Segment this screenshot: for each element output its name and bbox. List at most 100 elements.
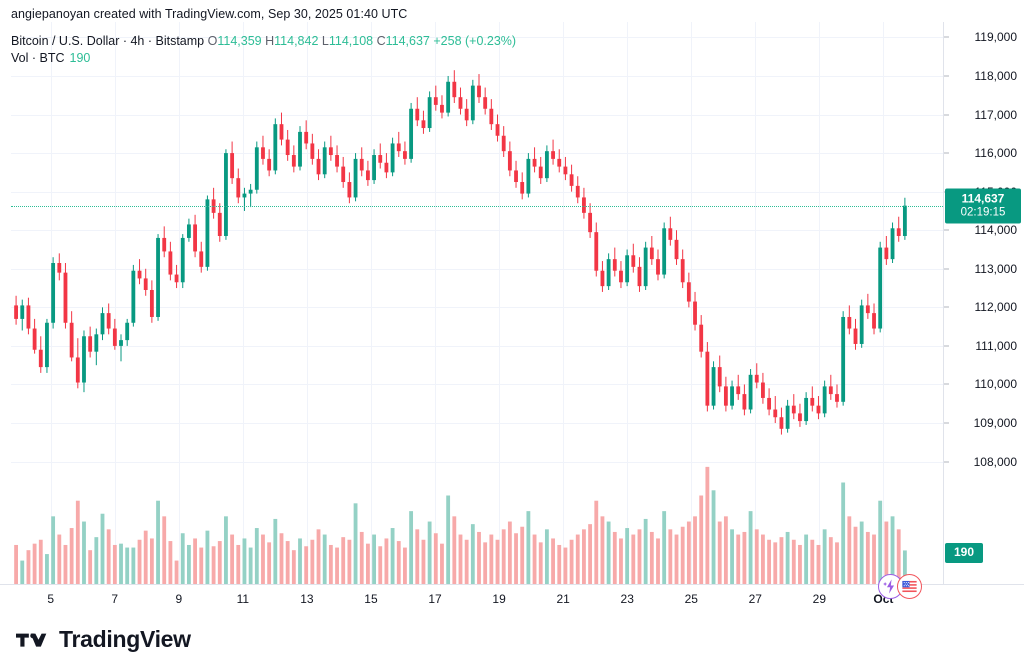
volume-bar <box>217 541 222 584</box>
volume-bar <box>149 538 154 584</box>
us-flag-icon[interactable] <box>897 574 922 599</box>
grid-line-horizontal <box>11 307 943 309</box>
volume-bar <box>582 529 586 584</box>
candle-body <box>637 266 642 287</box>
chart-plot-area[interactable] <box>11 22 943 584</box>
volume-bar <box>57 534 62 584</box>
volume-bar <box>100 513 105 584</box>
volume-bar <box>822 529 827 584</box>
candle-body <box>557 158 562 167</box>
volume-bar <box>853 526 858 584</box>
volume-bar <box>137 539 142 584</box>
candle-body <box>310 143 315 159</box>
candle-body <box>693 301 697 325</box>
volume-bar <box>810 539 815 584</box>
volume-bar <box>403 547 407 584</box>
price-tick-dash <box>944 306 949 308</box>
volume-bar <box>199 547 204 584</box>
candle-body <box>544 151 549 179</box>
volume-bar <box>785 531 790 584</box>
candle-body <box>649 247 654 260</box>
price-tick-dash <box>944 229 949 231</box>
volume-bar <box>279 533 284 584</box>
grid-line-horizontal <box>11 75 943 77</box>
candle-body <box>736 386 741 395</box>
candle-body <box>316 158 321 175</box>
volume-bar <box>427 521 432 584</box>
candle-body <box>853 328 858 344</box>
volume-bar <box>341 537 346 584</box>
tradingview-wordmark: TradingView <box>59 626 191 652</box>
candle-body <box>865 305 870 314</box>
candle-body <box>298 131 302 167</box>
candle-body <box>582 197 586 213</box>
candle-body <box>106 313 111 329</box>
candle-body <box>686 282 691 302</box>
candle-body <box>38 349 43 368</box>
price-tick-dash <box>944 461 949 463</box>
candle-body <box>409 108 414 159</box>
volume-bar <box>390 528 395 584</box>
candle-body <box>156 237 160 317</box>
candle-body <box>322 147 327 175</box>
candle-body <box>699 324 704 352</box>
volume-bar <box>365 543 370 584</box>
candle-body <box>131 270 136 323</box>
candle-body <box>520 182 525 194</box>
candle-body <box>896 228 901 236</box>
volume-bar <box>575 534 580 584</box>
volume-bar <box>63 544 68 584</box>
volume-bar <box>538 542 543 584</box>
candle-body <box>631 255 636 267</box>
candle-body <box>483 97 488 109</box>
price-tick-dash <box>944 422 949 424</box>
volume-bar <box>668 529 673 584</box>
volume-bar <box>396 541 401 584</box>
chart-frame: Bitcoin / U.S. Dollar · 4h · Bitstamp O1… <box>0 22 1024 614</box>
grid-line-vertical <box>370 22 372 584</box>
volume-bar <box>156 500 160 584</box>
candle-body <box>847 316 852 329</box>
price-axis[interactable]: 119,000118,000117,000116,000115,000114,0… <box>943 22 1024 584</box>
candle-body <box>273 124 278 171</box>
candle-body <box>242 193 247 198</box>
price-tick-label: 113,000 <box>974 261 1018 276</box>
volume-bar <box>168 541 173 584</box>
volume-bar <box>686 521 691 584</box>
volume-bar <box>495 539 500 584</box>
volume-bar <box>224 516 228 584</box>
time-tick-label: 19 <box>492 592 506 606</box>
candle-body <box>612 259 617 271</box>
candle-body <box>606 259 611 287</box>
price-tick-dash <box>944 36 949 38</box>
time-tick-label: 7 <box>111 592 119 606</box>
volume-bar <box>902 550 907 584</box>
candle-body <box>872 313 876 329</box>
candle-body <box>291 155 296 167</box>
candle-body <box>372 155 376 181</box>
candle-body <box>902 205 907 237</box>
candle-body <box>625 255 630 283</box>
grid-line-horizontal <box>11 230 943 232</box>
price-tick-label: 118,000 <box>974 68 1018 83</box>
price-tick-dash <box>944 268 949 270</box>
current-price-line <box>11 205 943 207</box>
volume-bar <box>649 531 654 584</box>
volume-bar <box>119 543 123 584</box>
volume-bar <box>162 516 167 584</box>
grid-line-vertical <box>563 22 565 584</box>
footer-bar: TradingView <box>0 614 1024 665</box>
candle-body <box>378 155 383 163</box>
time-axis[interactable]: 5 7 9 11 13 15 17 19 21 23 25 27 29 Oct <box>0 584 1024 614</box>
tradingview-logo[interactable]: TradingView <box>16 626 191 653</box>
candle-body <box>88 336 93 352</box>
grid-line-horizontal <box>11 345 943 347</box>
volume-bar <box>291 550 296 584</box>
candle-body <box>785 405 790 429</box>
price-tick-label: 111,000 <box>975 338 1017 353</box>
candle-body <box>470 85 475 121</box>
volume-bar <box>143 530 148 584</box>
candle-body <box>224 153 228 236</box>
price-tick-label: 116,000 <box>974 146 1018 161</box>
candle-body <box>816 405 821 414</box>
